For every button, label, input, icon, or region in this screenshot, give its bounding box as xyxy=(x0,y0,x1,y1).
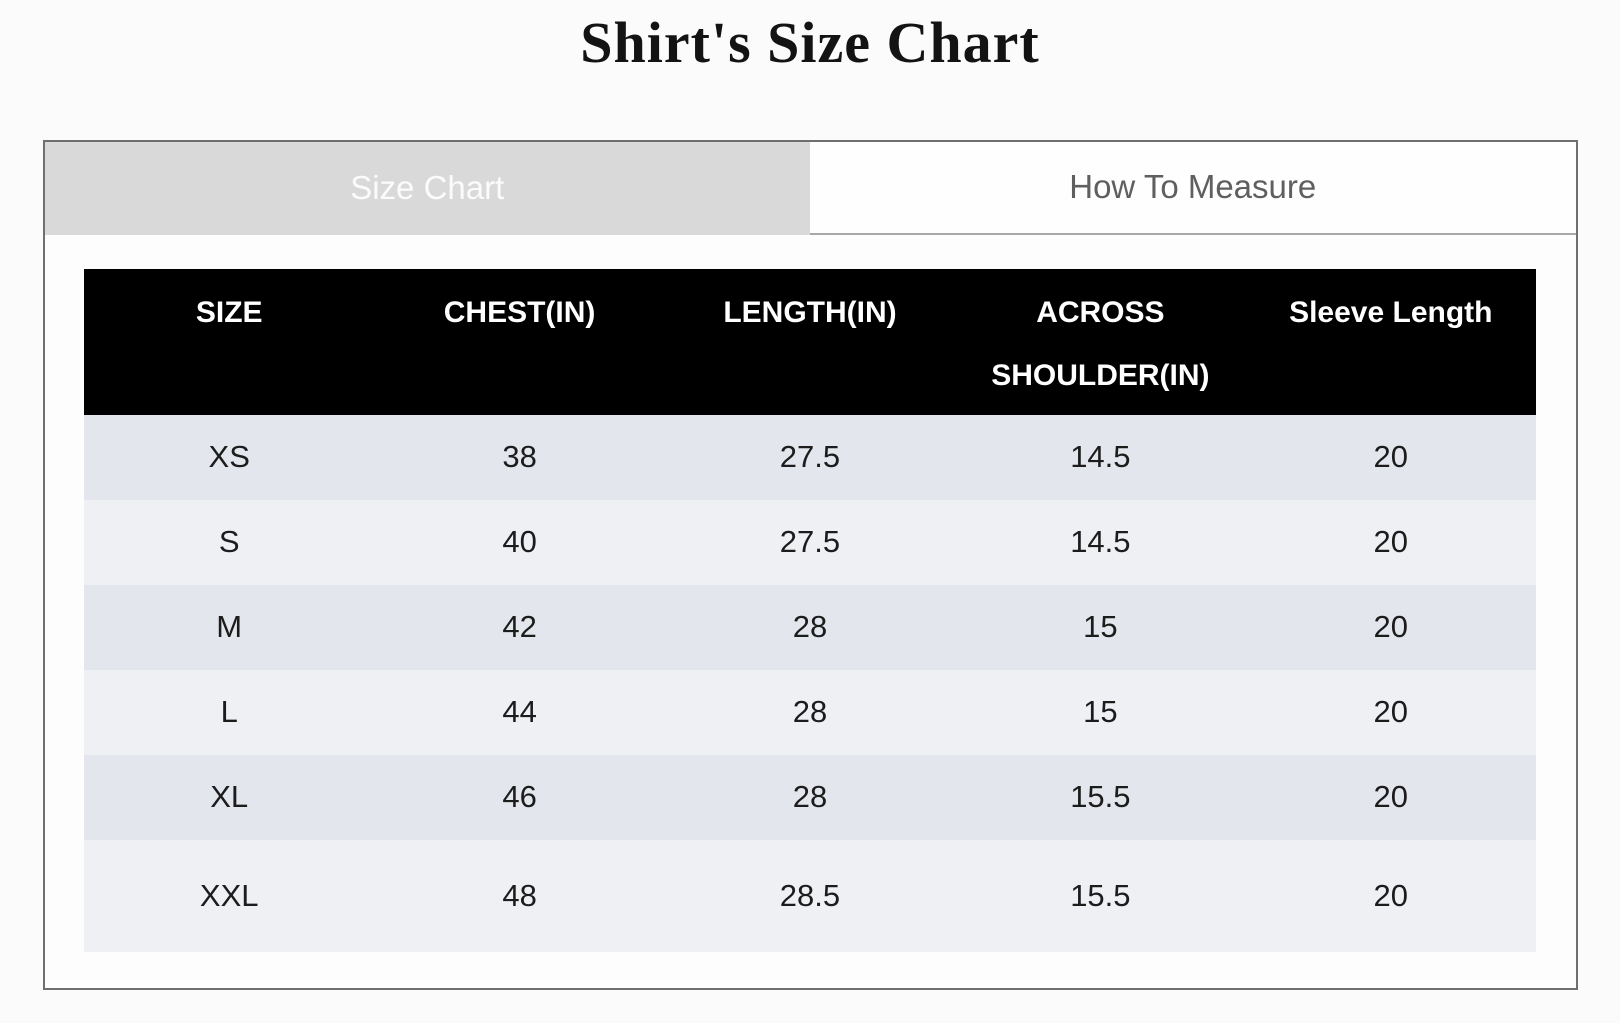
table-cell: 46 xyxy=(502,779,537,815)
table-cell: L xyxy=(220,694,238,730)
table-cell: 15 xyxy=(1083,609,1118,645)
table-cell: 28 xyxy=(792,779,828,815)
column-header: ACROSS SHOULDER(IN) xyxy=(955,268,1246,415)
size-table-head: SIZE CHEST(IN) LENGTH(IN) ACROSS SHOULDER(I… xyxy=(84,268,1536,415)
table-cell: 20 xyxy=(1373,609,1409,645)
table-cell: 44 xyxy=(502,694,537,730)
table-cell: 28 xyxy=(792,694,828,730)
table-cell: 27.5 xyxy=(779,439,841,475)
size-table: SIZE CHEST(IN) LENGTH(IN) ACROSS SHOULDER(I… xyxy=(84,268,1536,952)
table-cell: 20 xyxy=(1373,779,1409,815)
table-row: M 42 28 15 20 xyxy=(84,584,1536,670)
table-row: S 40 27.5 14.5 20 xyxy=(84,499,1536,585)
table-cell: XL xyxy=(210,779,249,815)
tab-bar: Size Chart How To Measure xyxy=(44,141,1576,235)
tab-size-chart[interactable]: Size Chart xyxy=(44,141,810,235)
table-row: XL 46 28 15.5 20 xyxy=(84,754,1536,840)
size-table-body: XS 38 27.5 14.5 20 S 40 27.5 14.5 20 M 42 28 15 20 L 44 2… xyxy=(84,414,1536,952)
table-cell: 27.5 xyxy=(779,524,841,560)
table-cell: 20 xyxy=(1373,524,1409,560)
table-cell: 20 xyxy=(1373,877,1409,913)
table-cell: 40 xyxy=(502,524,537,560)
table-cell: 15.5 xyxy=(1070,877,1131,913)
size-chart-panel: Size Chart How To Measure SIZE CHEST(IN) L… xyxy=(42,139,1578,990)
table-cell: S xyxy=(218,524,240,560)
table-cell: 28 xyxy=(792,609,828,645)
size-table-header-row: SIZE CHEST(IN) LENGTH(IN) ACROSS SHOULDER(I… xyxy=(84,268,1536,415)
column-header: Sleeve Length xyxy=(1245,268,1536,415)
table-cell: 14.5 xyxy=(1070,524,1131,560)
table-cell: 28.5 xyxy=(779,877,841,913)
column-header: SIZE xyxy=(84,268,375,415)
table-cell: XXL xyxy=(199,877,259,913)
table-cell: 48 xyxy=(502,877,537,913)
table-cell: 20 xyxy=(1373,439,1409,475)
table-cell: 15.5 xyxy=(1070,779,1131,815)
column-header: LENGTH(IN) xyxy=(664,268,956,415)
column-header: CHEST(IN) xyxy=(374,268,665,415)
table-row: L 44 28 15 20 xyxy=(84,669,1536,755)
table-cell: 38 xyxy=(502,439,537,475)
table-row: XS 38 27.5 14.5 20 xyxy=(84,414,1536,500)
table-cell: 15 xyxy=(1083,694,1118,730)
table-cell: XS xyxy=(208,439,250,475)
table-cell: 20 xyxy=(1373,694,1409,730)
page-title: Shirt's Size Chart xyxy=(580,10,1040,75)
table-cell: 14.5 xyxy=(1070,439,1131,475)
tab-how-to-measure[interactable]: How To Measure xyxy=(810,141,1576,235)
table-cell: M xyxy=(216,609,243,645)
table-row: XXL 48 28.5 15.5 20 xyxy=(84,839,1536,952)
table-cell: 42 xyxy=(502,609,537,645)
